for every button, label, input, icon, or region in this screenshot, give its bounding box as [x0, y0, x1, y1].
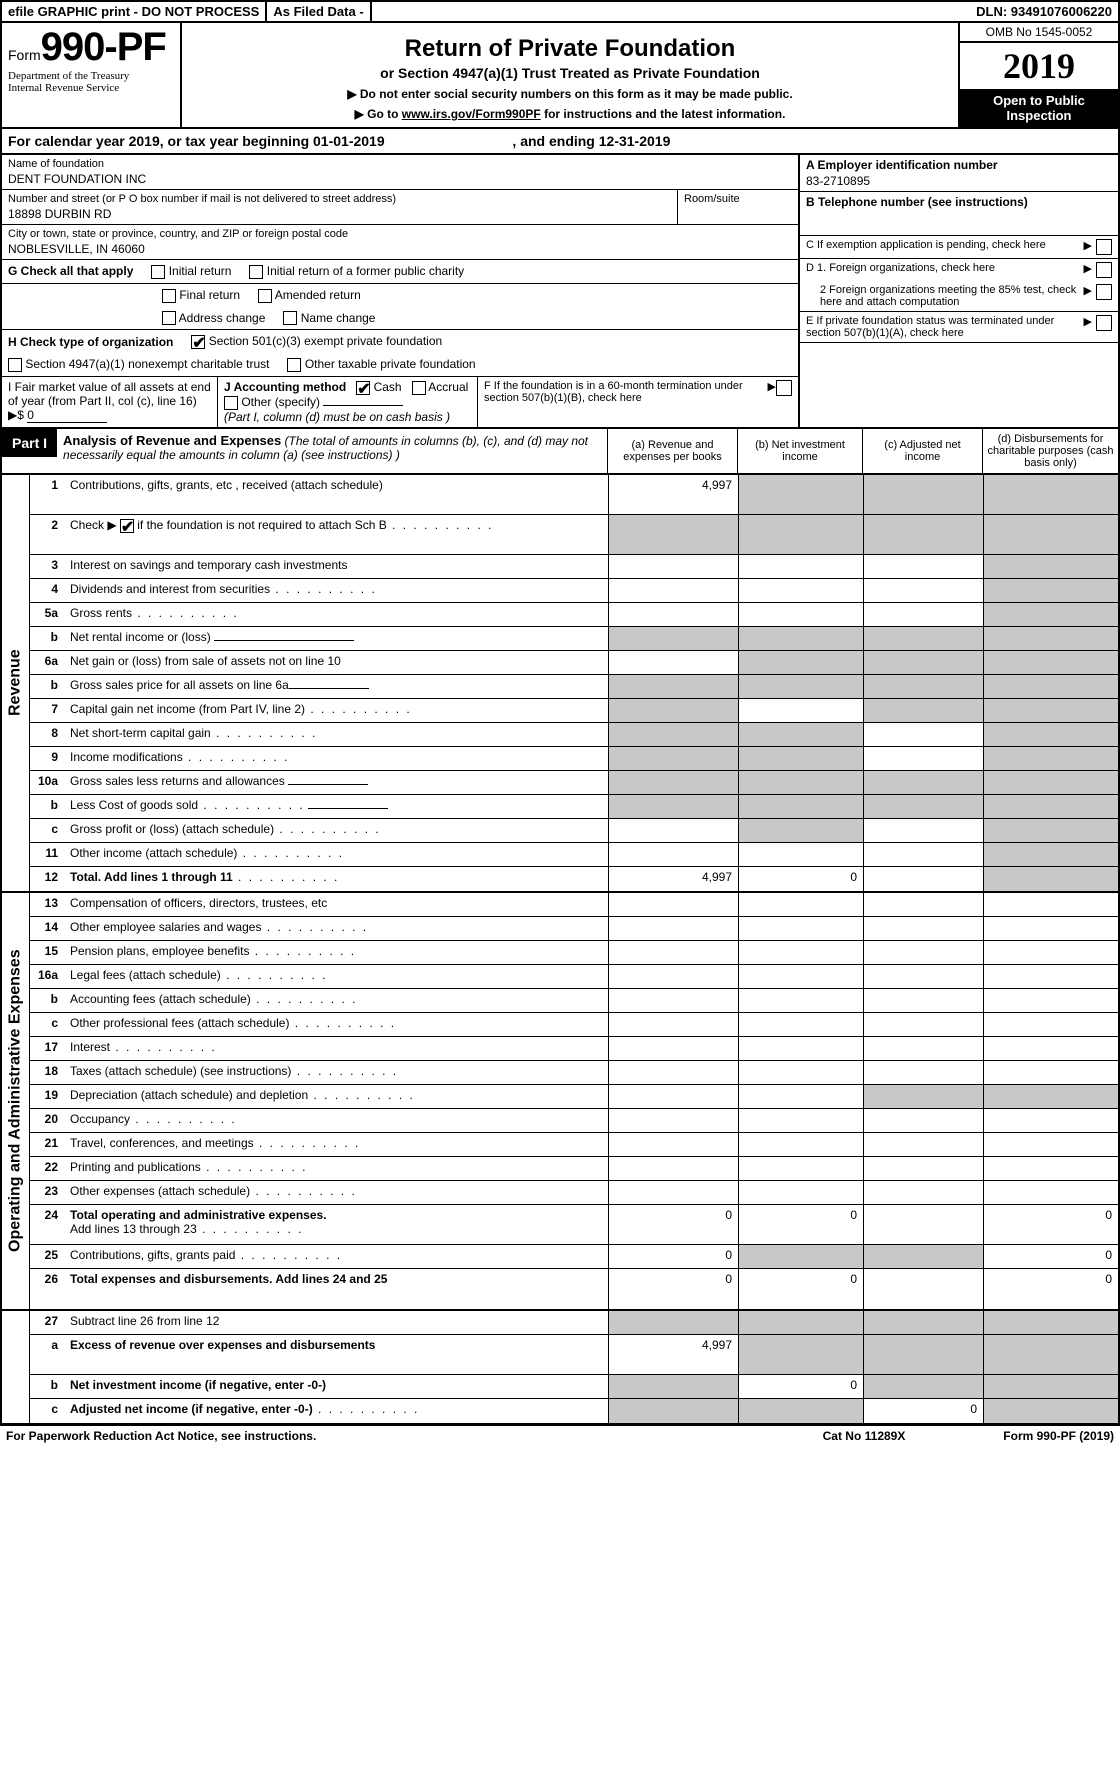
chk-initial-former[interactable]	[249, 265, 263, 279]
info-left: Name of foundation DENT FOUNDATION INC N…	[2, 155, 798, 427]
form-header: Form990-PF Department of the Treasury In…	[0, 23, 1120, 129]
part1-label: Part I	[2, 429, 57, 457]
irs-link[interactable]: www.irs.gov/Form990PF	[402, 107, 541, 121]
form-footer: Form 990-PF (2019)	[934, 1429, 1114, 1443]
h-row2: Section 4947(a)(1) nonexempt charitable …	[2, 353, 798, 377]
dept-treasury: Department of the Treasury	[8, 70, 174, 82]
chk-other-taxable[interactable]	[287, 358, 301, 372]
chk-final[interactable]	[162, 289, 176, 303]
col-c-hdr: (c) Adjusted net income	[863, 429, 983, 473]
part1-header: Part I Analysis of Revenue and Expenses …	[0, 429, 1120, 475]
foundation-name: DENT FOUNDATION INC	[8, 170, 792, 186]
calendar-year-row: For calendar year 2019, or tax year begi…	[0, 129, 1120, 155]
form-subtitle: or Section 4947(a)(1) Trust Treated as P…	[188, 65, 952, 81]
chk-name[interactable]	[283, 311, 297, 325]
main-table: Revenue 1Contributions, gifts, grants, e…	[0, 475, 1120, 1425]
chk-address[interactable]	[162, 311, 176, 325]
room-label: Room/suite	[678, 190, 798, 224]
chk-other-method[interactable]	[224, 396, 238, 410]
ein: 83-2710895	[806, 172, 1112, 188]
f-section: F If the foundation is in a 60-month ter…	[478, 377, 798, 427]
name-label: Name of foundation	[8, 158, 792, 170]
form-prefix: Form	[8, 47, 41, 63]
header-left: Form990-PF Department of the Treasury In…	[2, 23, 182, 127]
col-a-hdr: (a) Revenue and expenses per books	[608, 429, 738, 473]
header-right: OMB No 1545-0052 2019 Open to Public Ins…	[958, 23, 1118, 127]
chk-cash[interactable]	[356, 381, 370, 395]
chk-d1[interactable]	[1096, 262, 1112, 278]
g-row2: Final return Amended return	[2, 284, 798, 307]
ein-label: A Employer identification number	[806, 158, 998, 172]
chk-c[interactable]	[1096, 239, 1112, 255]
d1-label: D 1. Foreign organizations, check here	[806, 262, 1080, 278]
e-label: E If private foundation status was termi…	[806, 315, 1080, 339]
part1-desc: Analysis of Revenue and Expenses (The to…	[57, 429, 608, 473]
form-title: Return of Private Foundation	[188, 35, 952, 63]
chk-schb[interactable]	[120, 519, 134, 533]
revenue-label: Revenue	[2, 475, 30, 891]
i-section: I Fair market value of all assets at end…	[2, 377, 218, 427]
chk-accrual[interactable]	[412, 381, 426, 395]
top-bar: efile GRAPHIC print - DO NOT PROCESS As …	[0, 0, 1120, 23]
chk-501c3[interactable]	[191, 335, 205, 349]
info-right: A Employer identification number 83-2710…	[798, 155, 1118, 427]
paperwork-notice: For Paperwork Reduction Act Notice, see …	[6, 1429, 794, 1443]
info-block: Name of foundation DENT FOUNDATION INC N…	[0, 155, 1120, 429]
dln: DLN: 93491076006220	[970, 2, 1118, 21]
chk-4947[interactable]	[8, 358, 22, 372]
chk-d2[interactable]	[1096, 284, 1112, 300]
open-inspection: Open to Public Inspection	[960, 89, 1118, 127]
chk-initial[interactable]	[151, 265, 165, 279]
col-b-hdr: (b) Net investment income	[738, 429, 863, 473]
as-filed: As Filed Data -	[267, 2, 371, 21]
efile-notice: efile GRAPHIC print - DO NOT PROCESS	[2, 2, 267, 21]
goto-note: ▶ Go to www.irs.gov/Form990PF for instru…	[188, 107, 952, 121]
cat-no: Cat No 11289X	[794, 1429, 934, 1443]
chk-f[interactable]	[776, 380, 792, 396]
city-label: City or town, state or province, country…	[8, 228, 792, 240]
omb-number: OMB No 1545-0052	[960, 23, 1118, 43]
col-d-hdr: (d) Disbursements for charitable purpose…	[983, 429, 1118, 473]
header-middle: Return of Private Foundation or Section …	[182, 23, 958, 127]
g-row3: Address change Name change	[2, 307, 798, 331]
phone-label: B Telephone number (see instructions)	[806, 195, 1028, 209]
j-section: J Accounting method Cash Accrual Other (…	[218, 377, 478, 427]
h-row1: H Check type of organization Section 501…	[2, 330, 798, 353]
spacer	[372, 2, 384, 21]
c-label: C If exemption application is pending, c…	[806, 239, 1080, 255]
form-number: 990-PF	[41, 25, 166, 69]
i-value: 0	[27, 408, 107, 423]
d2-label: 2 Foreign organizations meeting the 85% …	[806, 284, 1080, 308]
city-state-zip: NOBLESVILLE, IN 46060	[8, 240, 792, 256]
chk-e[interactable]	[1096, 315, 1112, 331]
addr-label: Number and street (or P O box number if …	[8, 193, 671, 205]
expenses-label: Operating and Administrative Expenses	[2, 893, 30, 1309]
chk-amended[interactable]	[258, 289, 272, 303]
tax-year: 2019	[960, 43, 1118, 89]
footer: For Paperwork Reduction Act Notice, see …	[0, 1425, 1120, 1446]
ssn-note: ▶ Do not enter social security numbers o…	[188, 87, 952, 101]
dept-irs: Internal Revenue Service	[8, 82, 174, 94]
street-address: 18898 DURBIN RD	[8, 205, 671, 221]
g-row1: G Check all that apply Initial return In…	[2, 260, 798, 284]
